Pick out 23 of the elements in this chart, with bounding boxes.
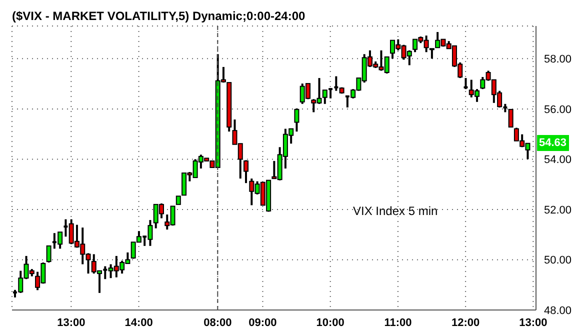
annotation: 54.63 [537,135,569,152]
x-tick-label: 08:00 [204,316,232,329]
x-tick-label: 11:00 [384,316,412,329]
chart-title: ($VIX - MARKET VOLATILITY,5) Dynamic;0:00-24:00 [12,9,306,23]
x-tick-label: 14:00 [124,316,153,329]
x-tick-label: 12:00 [452,316,480,329]
annotation: VIX Index 5 min [353,204,438,218]
candlestick [46,244,52,264]
candlestick [244,159,249,184]
candlestick [508,108,514,128]
candlestick [429,48,434,60]
candlestick [462,77,469,90]
y-tick-label: 56.00 [544,104,572,116]
y-tick-label: 54.00 [544,154,572,166]
y-tick-label: 50.00 [544,254,572,267]
y-tick-label: 52.00 [544,204,572,216]
x-tick-label: 10:00 [316,316,344,329]
x-tick-label: 13:00 [57,316,86,329]
y-tick-label: 48.00 [544,304,572,317]
y-tick-label: 58.00 [544,54,572,66]
x-tick-label: 09:00 [248,316,277,329]
candlestick [294,107,300,133]
x-tick-label: 13:00 [519,316,548,329]
